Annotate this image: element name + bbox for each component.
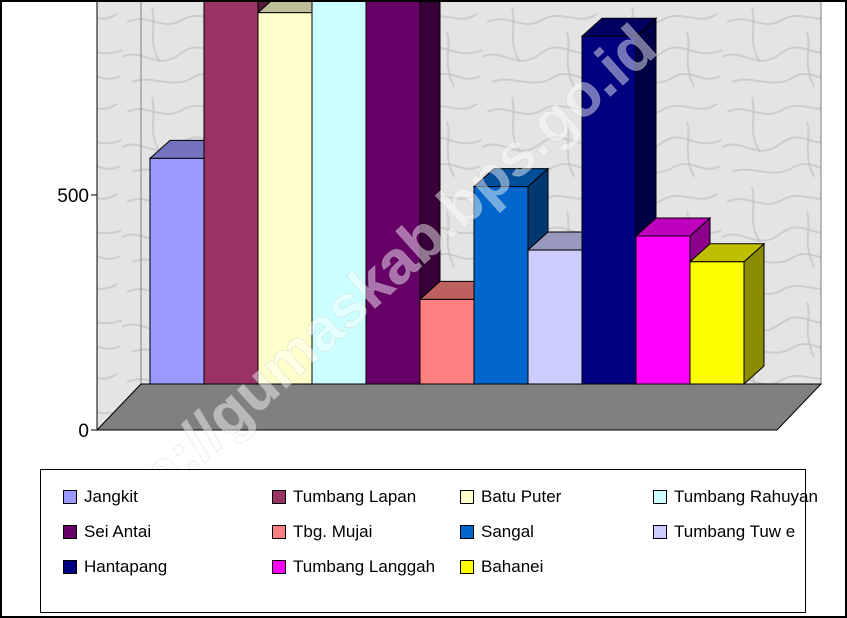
bar-10	[635, 235, 691, 385]
bar-6	[419, 298, 475, 385]
bar-chart: 050010001500http://gumaskab.bps.go.id	[57, 2, 823, 472]
legend-label: Sei Antai	[84, 522, 152, 541]
legend-label: Jangkit	[84, 487, 138, 506]
legend-label: Tumbang Lapan	[293, 487, 417, 506]
legend-swatch	[653, 525, 667, 539]
bar-11	[689, 261, 745, 385]
legend-label: Tumbang Tuw e	[674, 522, 796, 541]
legend-swatch	[460, 525, 474, 539]
bar-2	[203, 2, 259, 385]
bar-1	[149, 157, 205, 385]
legend-item: Sei Antai	[63, 522, 151, 542]
side-wall	[96, 2, 142, 432]
legend-item: Jangkit	[63, 487, 138, 507]
legend-item: Batu Puter	[460, 487, 561, 507]
legend-swatch	[272, 525, 286, 539]
y-tick-label: 500	[57, 186, 89, 207]
legend-item: Sangal	[460, 522, 534, 542]
y-tick-label: 0	[78, 421, 89, 442]
legend-label: Sangal	[481, 522, 534, 541]
legend-swatch	[63, 560, 77, 574]
legend-swatch	[272, 560, 286, 574]
legend-swatch	[653, 490, 667, 504]
legend-swatch	[63, 525, 77, 539]
legend-label: Tumbang Langgah	[293, 557, 436, 576]
legend-swatch	[460, 490, 474, 504]
legend-swatch	[272, 490, 286, 504]
legend-item: Tumbang Langgah	[272, 557, 435, 577]
legend-swatch	[63, 490, 77, 504]
legend-label: Batu Puter	[481, 487, 562, 506]
chart-floor	[95, 383, 823, 431]
legend-item: Tumbang Lapan	[272, 487, 416, 507]
bar-4	[311, 2, 367, 385]
legend-item: Bahanei	[460, 557, 543, 577]
legend-item: Tumbang Tuw e	[653, 522, 795, 542]
bar-7	[473, 186, 529, 385]
bar-9	[581, 35, 637, 385]
legend-swatch	[460, 560, 474, 574]
legend-label: Bahanei	[481, 557, 544, 576]
legend-item: Hantapang	[63, 557, 167, 577]
chart-legend: Jangkit Tumbang Lapan Batu Puter Tumbang Ra…	[40, 469, 818, 613]
legend-label: Hantapang	[84, 557, 168, 576]
legend-item: Tumbang Rahuyan	[653, 487, 818, 507]
bar-8	[527, 249, 583, 385]
legend-item: Tbg. Mujai	[272, 522, 372, 542]
bar-side-11	[743, 242, 765, 386]
legend-label: Tbg. Mujai	[293, 522, 373, 541]
bar-5	[365, 2, 421, 385]
legend-label: Tumbang Rahuyan	[674, 487, 818, 506]
